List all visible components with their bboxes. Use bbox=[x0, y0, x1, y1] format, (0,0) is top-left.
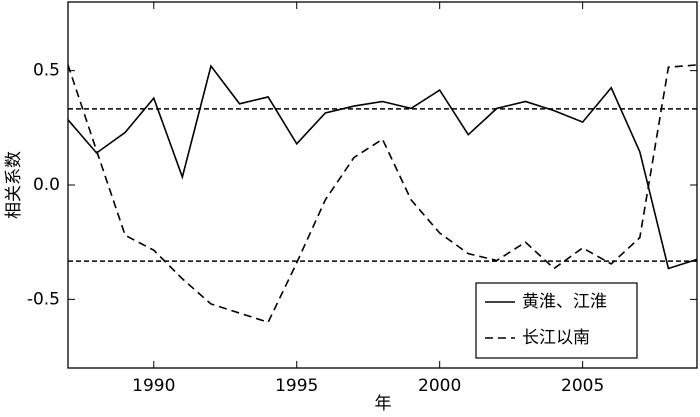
legend-label: 黄淮、江淮 bbox=[522, 292, 607, 312]
y-tick-label: 0.0 bbox=[33, 175, 60, 195]
x-tick-label: 1995 bbox=[275, 376, 318, 396]
y-tick-label: 0.5 bbox=[33, 61, 60, 81]
legend-label: 长江以南 bbox=[522, 328, 590, 348]
x-tick-label: 2000 bbox=[418, 376, 461, 396]
x-tick-label: 2005 bbox=[561, 376, 604, 396]
y-tick-label: -0.5 bbox=[27, 289, 60, 309]
series-line bbox=[67, 64, 698, 324]
series-line bbox=[67, 64, 698, 270]
x-axis-label: 年 bbox=[375, 394, 392, 414]
y-axis-label: 相关系数 bbox=[4, 151, 24, 219]
legend-box bbox=[475, 282, 638, 359]
x-tick-label: 1990 bbox=[132, 376, 175, 396]
plot-frame bbox=[67, 1, 698, 369]
